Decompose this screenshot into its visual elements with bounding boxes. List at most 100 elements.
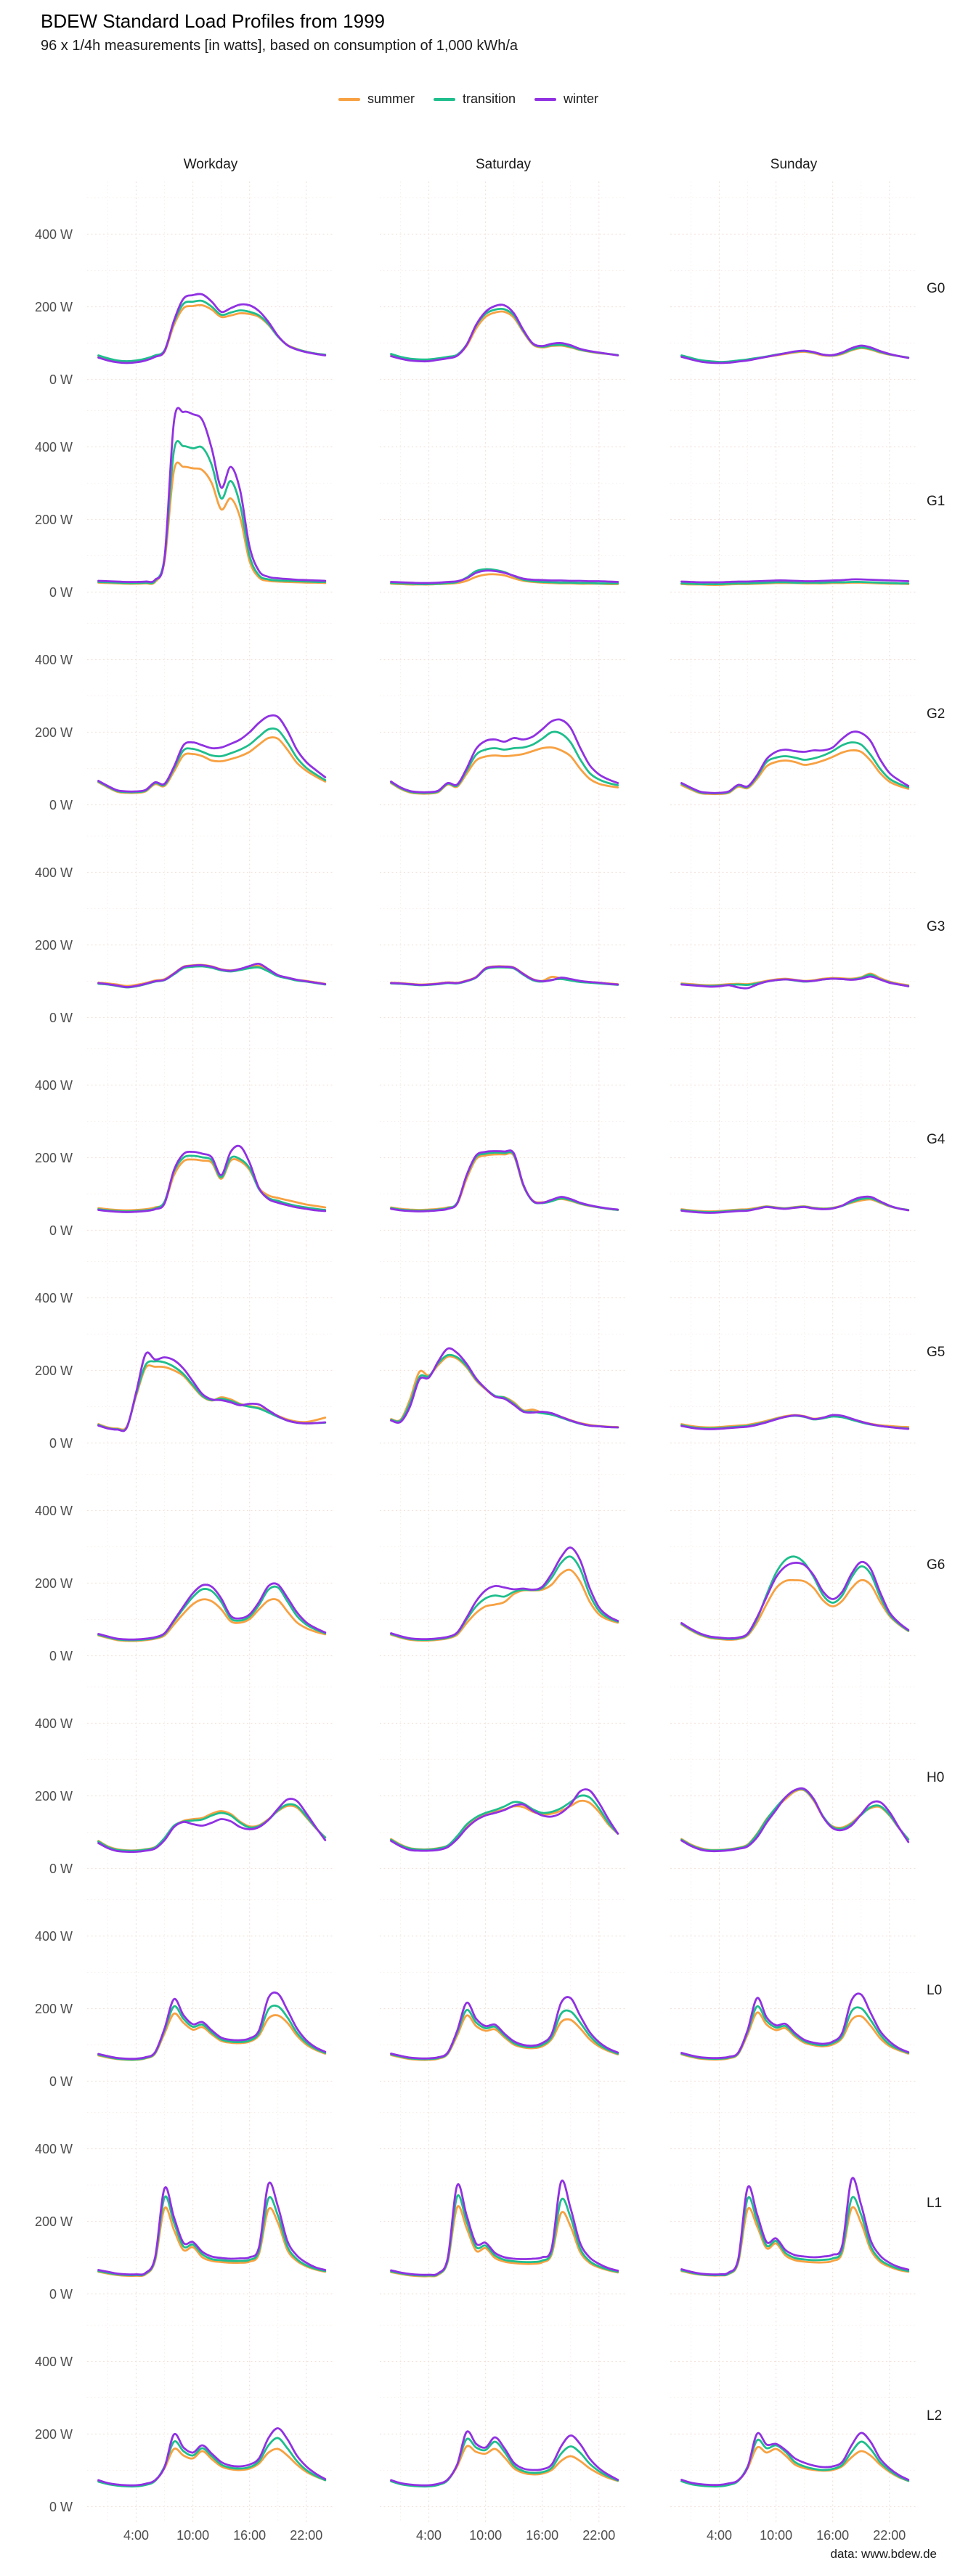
series-line-winter	[390, 1149, 619, 1212]
series-line-summer	[97, 303, 327, 363]
panel-G1-Saturday	[380, 394, 627, 608]
y-axis-tick-label: 400 W	[34, 1290, 73, 1305]
legend-key-summer-line	[338, 97, 360, 101]
y-axis-tick-label: 0 W	[49, 1648, 73, 1663]
y-axis-tick-label: 400 W	[34, 2354, 73, 2369]
y-axis-tick-label: 0 W	[49, 1435, 73, 1451]
y-axis-tick-label: 200 W	[34, 725, 73, 740]
plot-subtitle: 96 x 1/4h measurements [in watts], based…	[41, 38, 518, 54]
series-line-winter	[680, 1787, 910, 1853]
y-axis-tick-label: 200 W	[34, 299, 73, 314]
series-line-winter	[390, 718, 619, 794]
panel-H0-Workday	[87, 1671, 334, 1885]
x-axis-tick-label: 16:00	[233, 2528, 267, 2543]
y-axis-tick-label: 0 W	[49, 372, 73, 387]
panel-L1-Sunday	[670, 2096, 917, 2310]
series-line-winter	[680, 578, 910, 584]
y-axis-tick-label: 0 W	[49, 2074, 73, 2089]
y-axis-tick-label: 0 W	[49, 1223, 73, 1238]
series-line-winter	[97, 962, 327, 988]
series-line-transition	[97, 2004, 327, 2061]
series-line-winter	[390, 303, 619, 363]
series-line-summer	[97, 1158, 327, 1212]
panel-G0-Workday	[87, 182, 334, 396]
series-line-winter	[390, 1347, 619, 1429]
y-axis-tick-label: 200 W	[34, 2001, 73, 2016]
panel-G4-Saturday	[380, 1032, 627, 1247]
series-line-winter	[97, 1798, 327, 1854]
facet-row-label-G4: G4	[927, 1131, 946, 1147]
series-line-transition	[680, 1788, 910, 1852]
series-line-winter	[390, 569, 619, 584]
y-axis-tick-label: 400 W	[34, 1716, 73, 1731]
y-axis-tick-label: 0 W	[49, 584, 73, 600]
facet-row-label-G3: G3	[927, 918, 946, 934]
y-axis-tick-label: 0 W	[49, 1010, 73, 1025]
series-line-transition	[97, 2437, 327, 2488]
panel-G4-Sunday	[670, 1032, 917, 1247]
y-axis-tick-label: 0 W	[49, 2286, 73, 2302]
panel-G0-Sunday	[670, 182, 917, 396]
panel-H0-Saturday	[380, 1671, 627, 1885]
series-line-winter	[97, 407, 327, 584]
facet-row-label-L0: L0	[927, 1982, 943, 1998]
series-line-winter	[97, 2181, 327, 2276]
facet-column-header-saturday: Saturday	[475, 157, 532, 172]
panel-L0-Sunday	[670, 1883, 917, 2098]
legend-key-transition-line	[433, 97, 455, 101]
series-line-winter	[680, 1560, 910, 1639]
series-line-summer	[97, 461, 327, 585]
series-line-transition	[97, 1585, 327, 1642]
series-line-transition	[390, 307, 619, 361]
series-line-transition	[97, 2195, 327, 2277]
series-line-winter	[97, 714, 327, 793]
series-line-summer	[97, 1364, 327, 1431]
x-axis-tick-label: 4:00	[416, 2528, 442, 2543]
series-line-summer	[390, 310, 619, 362]
x-axis-tick-label: 10:00	[469, 2528, 503, 2543]
series-line-winter	[680, 344, 910, 364]
series-line-transition	[390, 966, 619, 987]
series-line-summer	[97, 736, 327, 794]
y-axis-tick-label: 200 W	[34, 512, 73, 527]
panel-L1-Workday	[87, 2096, 334, 2310]
series-line-transition	[680, 581, 910, 585]
panel-G2-Saturday	[380, 607, 627, 821]
panel-G5-Workday	[87, 1245, 334, 1459]
panel-G1-Workday	[87, 394, 334, 608]
series-line-winter	[97, 1582, 327, 1641]
x-axis-tick-label: 10:00	[760, 2528, 793, 2543]
legend-key-winter-line	[534, 97, 557, 101]
series-line-summer	[97, 2012, 327, 2061]
y-axis-tick-label: 400 W	[34, 652, 73, 667]
series-line-summer	[390, 1355, 619, 1428]
x-axis-tick-label: 4:00	[707, 2528, 733, 2543]
facet-column-header-workday: Workday	[183, 157, 238, 172]
series-line-winter	[680, 730, 910, 794]
series-line-transition	[390, 1151, 619, 1212]
series-line-summer	[680, 1198, 910, 1212]
legend-label-summer: summer	[367, 91, 415, 106]
legend-label-winter: winter	[564, 91, 599, 106]
series-line-winter	[97, 1991, 327, 2061]
series-line-transition	[680, 1555, 910, 1640]
series-line-summer	[680, 1788, 910, 1851]
series-line-transition	[680, 2438, 910, 2488]
plot-title: BDEW Standard Load Profiles from 1999	[41, 10, 386, 32]
series-line-winter	[97, 1351, 327, 1432]
x-axis-tick-label: 4:00	[123, 2528, 150, 2543]
series-line-winter	[680, 2177, 910, 2276]
y-axis-tick-label: 400 W	[34, 439, 73, 455]
series-line-transition	[680, 1197, 910, 1213]
panel-G5-Saturday	[380, 1245, 627, 1459]
series-line-summer	[390, 1152, 619, 1211]
series-line-transition	[97, 1803, 327, 1852]
series-line-winter	[680, 2432, 910, 2487]
y-axis-tick-label: 200 W	[34, 1150, 73, 1165]
panel-G3-Sunday	[670, 820, 917, 1034]
series-line-winter	[390, 1546, 619, 1641]
x-axis-tick-label: 16:00	[526, 2528, 559, 2543]
caption: data: www.bdew.de	[830, 2547, 937, 2561]
y-axis-tick-label: 400 W	[34, 1928, 73, 1944]
